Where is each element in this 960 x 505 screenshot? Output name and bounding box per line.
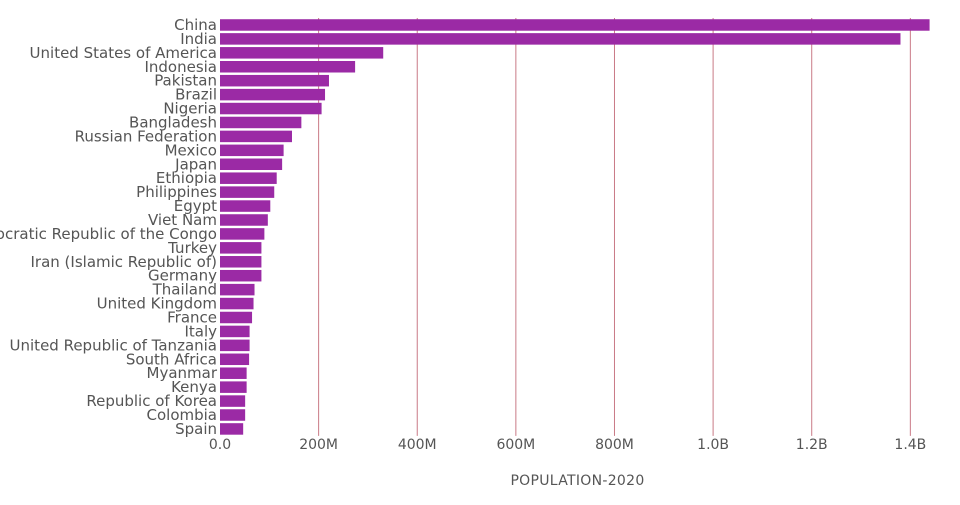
bar (220, 19, 930, 31)
category-label: South Africa (126, 350, 217, 368)
category-label: Brazil (175, 86, 217, 104)
category-label: Thailand (152, 281, 217, 299)
category-label: Myanmar (147, 364, 218, 382)
category-label: India (180, 30, 217, 48)
category-label: Turkey (167, 239, 217, 257)
bar (220, 325, 250, 338)
category-label: Germany (148, 267, 217, 285)
bar (220, 116, 302, 129)
category-label: Indonesia (144, 58, 217, 76)
bar (220, 47, 384, 59)
bar (220, 381, 247, 393)
category-label: Egypt (174, 197, 217, 215)
category-label: Kenya (171, 378, 217, 396)
bar (220, 367, 247, 379)
x-tick-label: 0.0 (209, 437, 231, 453)
category-label: Philippines (136, 183, 217, 201)
category-label: Iran (Islamic Republic of) (31, 253, 218, 271)
grid-lines (318, 18, 911, 436)
category-label: United States of America (30, 44, 217, 62)
bar (220, 256, 262, 268)
bars (220, 19, 930, 435)
category-label: France (167, 308, 217, 326)
x-tick-label: 800M (595, 437, 634, 453)
category-label: United Kingdom (97, 295, 217, 313)
bar (220, 172, 277, 184)
x-tick-label: 400M (398, 437, 437, 453)
bar (220, 33, 901, 45)
bar (220, 353, 250, 366)
x-tick-label: 1.0B (697, 437, 729, 453)
bar (220, 130, 292, 143)
bar (220, 423, 244, 435)
bar (220, 200, 271, 212)
x-tick-label: 1.2B (796, 437, 828, 453)
category-label: Ethiopia (156, 169, 217, 187)
bar (220, 339, 250, 352)
bar (220, 158, 283, 171)
category-label: Republic of Korea (86, 392, 217, 410)
bar (220, 311, 253, 324)
category-label: Mexico (165, 141, 217, 159)
category-label: United Republic of Tanzania (10, 336, 217, 354)
category-label: Colombia (147, 406, 218, 424)
category-label: Pakistan (154, 72, 217, 90)
bar (220, 269, 262, 282)
x-tick-label: 200M (299, 437, 338, 453)
category-label: Spain (175, 420, 217, 438)
category-label: Japan (174, 155, 217, 173)
bar (220, 242, 262, 254)
x-axis-title: POPULATION-2020 (510, 473, 644, 489)
category-label: China (174, 16, 217, 34)
x-tick-labels: 0.0 200M 400M 600M 800M 1.0B 1.2B 1.4B (209, 437, 926, 453)
bar (220, 186, 275, 198)
category-label: Russian Federation (75, 127, 217, 145)
bar (220, 297, 254, 310)
bar (220, 395, 246, 407)
bar (220, 102, 322, 115)
category-label: Bangladesh (129, 113, 217, 131)
x-tick-label: 600M (496, 437, 535, 453)
bar (220, 61, 356, 73)
bar (220, 88, 326, 101)
bar (220, 409, 246, 421)
bar (220, 144, 284, 157)
bar (220, 283, 255, 296)
category-label: Nigeria (163, 100, 217, 118)
category-label: Italy (184, 322, 217, 340)
bar (220, 74, 329, 87)
bar (220, 228, 265, 240)
bar (220, 214, 268, 226)
x-tick-label: 1.4B (894, 437, 926, 453)
category-label: Viet Nam (148, 211, 217, 229)
category-label: Democratic Republic of the Congo (0, 225, 217, 243)
